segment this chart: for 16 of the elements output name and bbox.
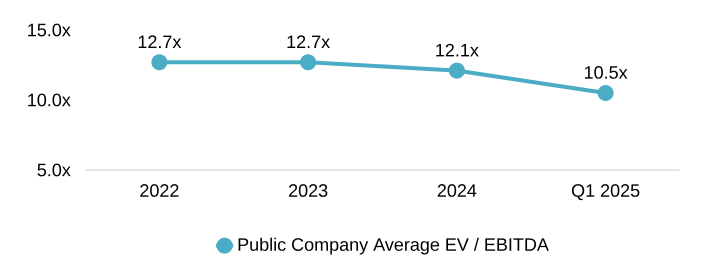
- x-tick-label: 2024: [438, 184, 476, 197]
- point: [151, 54, 168, 70]
- y-tick-label: 10.0x: [28, 94, 71, 106]
- data-label: 12.7x: [287, 35, 330, 48]
- y-tick-label: 5.0x: [38, 164, 71, 176]
- data-label: 12.7x: [138, 35, 182, 48]
- y-tick-label: 15.0x: [28, 24, 71, 36]
- point: [300, 54, 316, 70]
- x-tick-label: Q1 2025: [572, 184, 640, 200]
- point: [598, 84, 614, 101]
- x-tick-label: 2022: [140, 184, 178, 197]
- data-label: 12.1x: [436, 44, 479, 56]
- data-label: 10.5x: [584, 66, 628, 79]
- point: [448, 62, 465, 79]
- legend-label: Public Company Average EV / EBITDA: [238, 238, 549, 254]
- x-tick-label: 2023: [289, 184, 328, 197]
